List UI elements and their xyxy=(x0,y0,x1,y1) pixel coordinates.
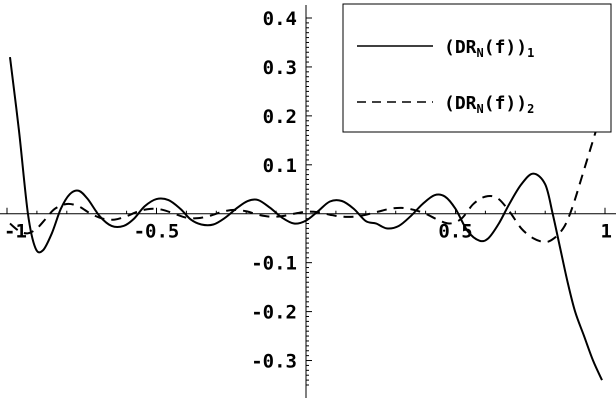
y-tick-label: -0.2 xyxy=(251,302,297,324)
x-tick-label: 1 xyxy=(601,221,612,243)
x-tick-label: -0.5 xyxy=(134,221,180,243)
y-tick-label: 0.2 xyxy=(263,106,297,128)
tick-labels: -1 -0.5 0.5 10.40.30.20.1-0.1-0.2-0.3 xyxy=(4,8,612,373)
y-tick-label: 0.1 xyxy=(263,155,297,177)
x-tick-label: -1 xyxy=(4,221,27,243)
series-layer xyxy=(8,57,603,381)
legend-label-1: (DRN(f))1 xyxy=(444,37,534,60)
y-tick-label: 0.4 xyxy=(263,8,297,30)
axes xyxy=(0,5,616,398)
legend-box xyxy=(342,3,612,133)
legend-label-2: (DRN(f))2 xyxy=(444,93,534,116)
y-tick-label: -0.3 xyxy=(251,351,297,373)
series-1-line xyxy=(8,57,603,381)
legend: (DRN(f))1 (DRN(f))2 xyxy=(342,3,612,133)
series-2-line xyxy=(9,110,603,244)
y-tick-label: 0.3 xyxy=(263,57,297,79)
y-tick-label: -0.1 xyxy=(251,253,297,275)
